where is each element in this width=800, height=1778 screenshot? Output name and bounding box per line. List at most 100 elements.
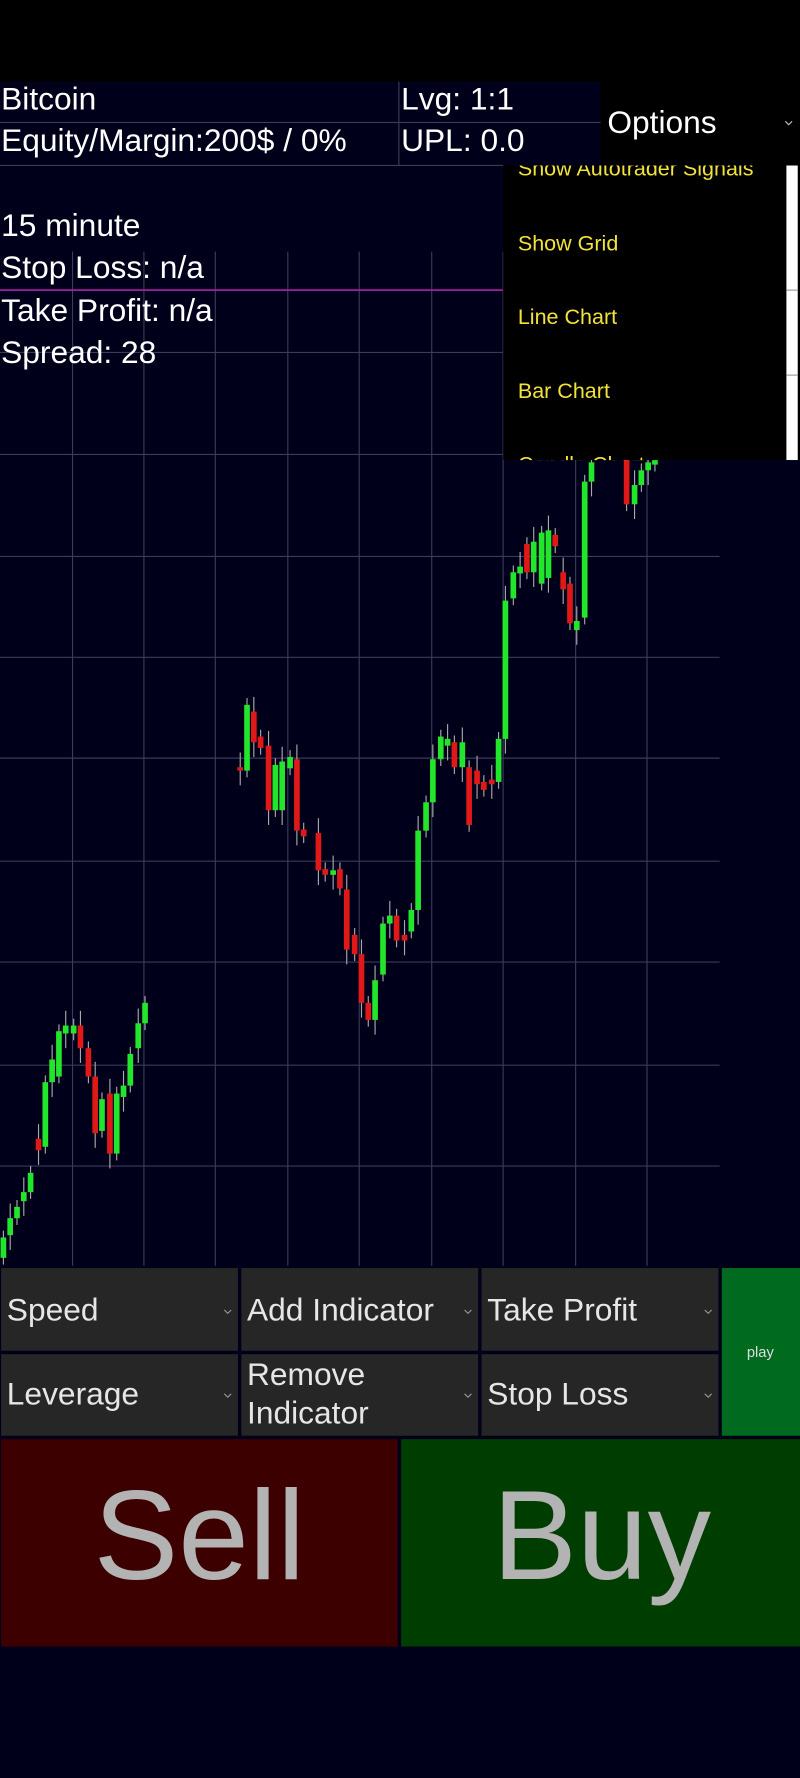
add-indicator-button[interactable] (241, 1268, 479, 1351)
candle-body (99, 1099, 105, 1131)
buy-button[interactable] (401, 1439, 800, 1647)
candle-body (517, 566, 523, 574)
chevron (223, 1309, 232, 1315)
candle-body (62, 1025, 69, 1034)
button-label[interactable]: Leverage (7, 1375, 139, 1411)
candle-body (638, 470, 645, 486)
button-label[interactable]: Stop Loss (487, 1375, 628, 1411)
play-button[interactable] (721, 1268, 800, 1436)
candle-body (502, 600, 509, 739)
candle-body (287, 756, 293, 769)
candle-body (70, 1025, 77, 1034)
candle-body (27, 1172, 34, 1193)
menu-item[interactable]: Candle Chart (518, 452, 645, 476)
candle-body (300, 829, 307, 837)
candle-body (272, 764, 279, 811)
candle-body (552, 534, 559, 547)
menu-item[interactable]: Show Autotrader Signals (518, 157, 754, 181)
button-label[interactable]: Add Indicator (247, 1292, 434, 1328)
candle-body (474, 770, 480, 785)
candle-body (380, 923, 386, 975)
options-menu: Show Autotrader Signals Show Grid Line C… (503, 157, 800, 476)
menu-item[interactable]: Show Grid (518, 231, 618, 255)
menu-item[interactable]: Bar Chart (518, 379, 610, 403)
status-bar (0, 0, 800, 82)
spread: Spread: 28 (1, 334, 156, 370)
candle-body (444, 738, 451, 746)
options-box[interactable] (600, 81, 800, 166)
play-label[interactable]: play (747, 1345, 775, 1361)
candle-body (588, 462, 595, 482)
menu-panel (503, 165, 800, 461)
leverage-button[interactable] (1, 1354, 238, 1436)
candle-body (250, 711, 257, 743)
chevrons (223, 1309, 713, 1399)
candle-body (127, 1053, 134, 1086)
candle-body (524, 543, 530, 573)
button-label[interactable]: Remove (247, 1356, 365, 1392)
candle-body (530, 541, 537, 573)
menu-item[interactable]: Line Chart (518, 305, 617, 329)
candle-body (437, 736, 444, 760)
candle-body (631, 485, 638, 505)
chevron (464, 1309, 472, 1315)
candle-body (42, 1082, 49, 1147)
candle-body (85, 1048, 92, 1077)
button-label[interactable]: Indicator (247, 1395, 369, 1431)
candle-body (7, 1218, 14, 1236)
options-dropdown[interactable]: Options (600, 81, 800, 166)
take-profit: Take Profit: n/a (1, 292, 213, 328)
options-label[interactable]: Options (607, 104, 716, 140)
candle-body (645, 462, 651, 471)
candle-body (623, 458, 630, 505)
candle-body (430, 759, 436, 803)
buy-label[interactable]: Buy (492, 1464, 711, 1606)
sell-button[interactable] (1, 1439, 398, 1647)
candle-body (337, 869, 343, 889)
candle-body (56, 1031, 62, 1077)
candle-body (488, 779, 495, 785)
button-label[interactable]: Take Profit (487, 1292, 637, 1328)
candle-body (279, 761, 285, 811)
candle-body (14, 1206, 20, 1219)
candle-body (265, 745, 272, 811)
candle-body (401, 934, 408, 941)
chevron (784, 120, 793, 126)
candle-body (77, 1025, 84, 1049)
button-label[interactable]: Speed (7, 1292, 99, 1328)
candle-body (351, 934, 358, 955)
upl: UPL: 0.0 (401, 122, 524, 158)
candle-body (415, 830, 421, 910)
scrollbar[interactable] (786, 165, 798, 461)
candle-body (244, 704, 250, 771)
equity: Equity/Margin:200$ / 0% (1, 122, 347, 158)
take-profit-button[interactable] (481, 1268, 719, 1351)
stop-loss-button[interactable] (481, 1354, 719, 1436)
candle-body (495, 738, 502, 782)
controls: Speed Add Indicator Take Profit Leverage… (1, 1268, 800, 1647)
leverage: Lvg: 1:1 (401, 80, 514, 116)
candle-body (423, 802, 429, 831)
chevron (704, 1393, 713, 1399)
candle-body (330, 870, 336, 875)
sell-label[interactable]: Sell (94, 1464, 306, 1606)
speed-button[interactable] (1, 1268, 238, 1351)
candle-body (257, 736, 264, 748)
candle-body (35, 1138, 42, 1151)
chevron (464, 1393, 472, 1399)
candle-body (481, 781, 487, 790)
candle-body (581, 481, 588, 618)
candle-body (107, 1093, 113, 1154)
candle-body (0, 1237, 7, 1258)
remove-indicator-button[interactable] (241, 1354, 479, 1436)
candle-body (466, 767, 472, 825)
candle-body (322, 869, 329, 875)
candle-body (358, 954, 365, 1003)
stop-loss: Stop Loss: n/a (1, 249, 204, 285)
candle-body (538, 532, 545, 584)
candle-body (560, 572, 567, 590)
candle-body (120, 1085, 127, 1097)
candle-body (237, 767, 244, 771)
candle-body (20, 1192, 27, 1202)
